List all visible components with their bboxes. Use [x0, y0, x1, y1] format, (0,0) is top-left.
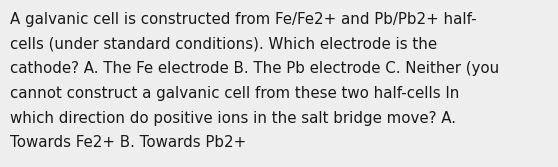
Text: cells (under standard conditions). Which electrode is the: cells (under standard conditions). Which… — [10, 36, 437, 51]
Text: which direction do positive ions in the salt bridge move? A.: which direction do positive ions in the … — [10, 111, 456, 126]
Text: cathode? A. The Fe electrode B. The Pb electrode C. Neither (you: cathode? A. The Fe electrode B. The Pb e… — [10, 61, 499, 76]
Text: A galvanic cell is constructed from Fe/Fe2+ and Pb/Pb2+ half-: A galvanic cell is constructed from Fe/F… — [10, 12, 477, 27]
Text: Towards Fe2+ B. Towards Pb2+: Towards Fe2+ B. Towards Pb2+ — [10, 135, 246, 150]
Text: cannot construct a galvanic cell from these two half-cells In: cannot construct a galvanic cell from th… — [10, 86, 459, 101]
